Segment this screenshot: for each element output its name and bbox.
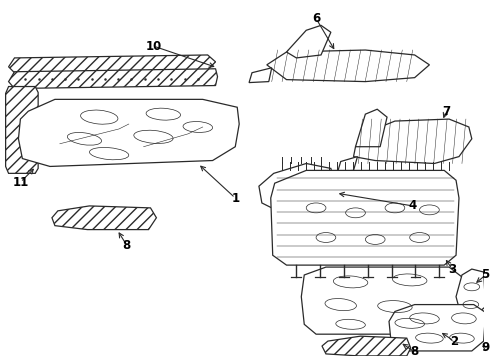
Text: 3: 3	[448, 262, 456, 275]
Text: 6: 6	[312, 12, 320, 25]
Polygon shape	[322, 336, 411, 356]
Polygon shape	[338, 157, 358, 171]
Polygon shape	[249, 68, 272, 82]
Polygon shape	[389, 305, 486, 351]
Polygon shape	[356, 109, 387, 147]
Polygon shape	[287, 25, 331, 58]
Text: 10: 10	[146, 40, 162, 53]
Polygon shape	[271, 170, 459, 265]
Polygon shape	[267, 50, 429, 82]
Polygon shape	[301, 267, 464, 334]
Text: 4: 4	[409, 199, 417, 212]
Polygon shape	[456, 269, 486, 316]
Polygon shape	[52, 206, 156, 230]
Text: 1: 1	[231, 192, 239, 204]
Polygon shape	[19, 99, 239, 166]
Polygon shape	[9, 69, 218, 89]
Text: 2: 2	[450, 334, 458, 348]
Polygon shape	[9, 55, 216, 73]
Text: 8: 8	[122, 239, 131, 252]
Polygon shape	[5, 86, 38, 174]
Text: 8: 8	[411, 346, 419, 359]
Text: 11: 11	[12, 176, 28, 189]
Polygon shape	[259, 163, 336, 213]
Text: 9: 9	[482, 342, 490, 355]
Text: 7: 7	[442, 105, 450, 118]
Polygon shape	[353, 119, 472, 163]
Text: 5: 5	[482, 269, 490, 282]
